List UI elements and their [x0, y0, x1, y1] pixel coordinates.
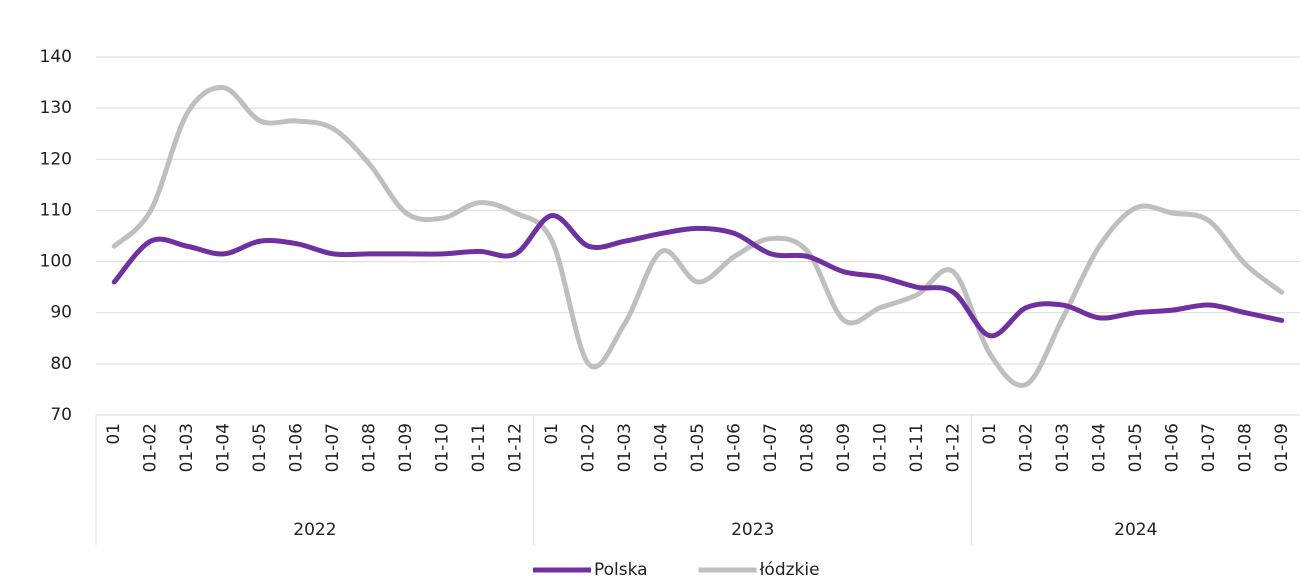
- x-tick-label: 01-10: [433, 423, 453, 472]
- x-tick-label: 01-07: [323, 423, 343, 472]
- x-tick-label: 01: [104, 423, 124, 445]
- x-tick-label: 01-09: [396, 423, 416, 472]
- x-tick-label: 01-06: [1162, 423, 1182, 472]
- x-tick-label: 01-04: [1089, 423, 1109, 472]
- x-tick-label: 01-10: [870, 423, 890, 472]
- x-tick-label: 01-02: [141, 423, 161, 472]
- x-tick-label: 01: [542, 423, 562, 445]
- x-tick-label: 01-12: [943, 423, 963, 472]
- x-tick-label: 01-03: [615, 423, 635, 472]
- x-tick-label: 01-02: [579, 423, 599, 472]
- x-tick-label: 01: [980, 423, 1000, 445]
- x-tick-label: 01-08: [360, 423, 380, 472]
- x-tick-label: 01-09: [834, 423, 854, 472]
- x-tick-label: 01-05: [250, 423, 270, 472]
- x-tick-label: 01-09: [1272, 423, 1292, 472]
- legend-label: łódzkie: [760, 560, 820, 580]
- line-series: [111, 213, 1285, 339]
- x-tick-label: 01-11: [469, 423, 489, 472]
- x-tick-label: 01-02: [1016, 423, 1036, 472]
- y-tick-label: 90: [50, 303, 72, 323]
- x-tick-label: 01-11: [907, 423, 927, 472]
- x-tick-label: 01-08: [797, 423, 817, 472]
- y-tick-label: 70: [50, 405, 72, 425]
- y-tick-label: 120: [40, 149, 72, 169]
- x-tick-label: 01-04: [652, 423, 672, 472]
- y-tick-label: 140: [40, 47, 72, 67]
- y-tick-label: 80: [50, 354, 72, 374]
- x-tick-label: 01-08: [1235, 423, 1255, 472]
- line-series: [111, 85, 1285, 388]
- group-label: 2022: [293, 520, 336, 540]
- x-tick-label: 01-12: [506, 423, 526, 472]
- x-tick-label: 01-03: [1053, 423, 1073, 472]
- x-tick-label: 01-06: [724, 423, 744, 472]
- group-label: 2023: [731, 520, 774, 540]
- y-tick-label: 130: [40, 98, 72, 118]
- y-tick-label: 110: [40, 200, 72, 220]
- x-tick-label: 01-05: [1126, 423, 1146, 472]
- x-tick-label: 01-07: [761, 423, 781, 472]
- x-tick-label: 01-04: [214, 423, 234, 472]
- legend-label: Polska: [594, 560, 648, 580]
- y-tick-label: 100: [40, 252, 72, 272]
- x-tick-label: 01-06: [287, 423, 307, 472]
- group-label: 2024: [1114, 520, 1157, 540]
- x-tick-label: 01-03: [177, 423, 197, 472]
- x-tick-label: 01-07: [1199, 423, 1219, 472]
- x-tick-label: 01-05: [688, 423, 708, 472]
